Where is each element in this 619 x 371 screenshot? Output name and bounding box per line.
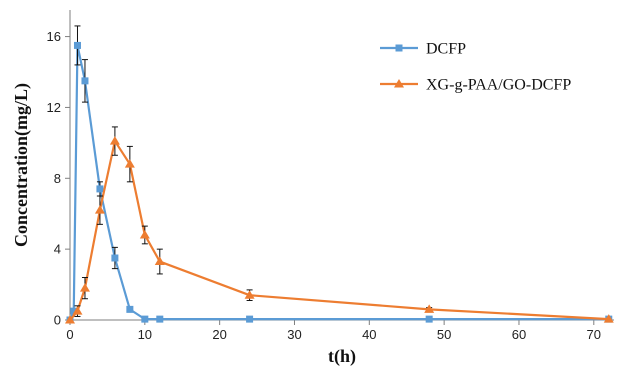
data-point	[94, 205, 105, 214]
data-point	[156, 315, 164, 323]
data-point	[111, 254, 119, 262]
data-point	[141, 315, 149, 323]
y-tick-label: 12	[47, 100, 61, 115]
y-tick-label: 0	[54, 313, 61, 328]
data-point	[70, 307, 78, 315]
data-point	[73, 41, 81, 49]
legend-item: DCFP	[380, 41, 466, 58]
data-point	[81, 77, 89, 85]
x-tick-label: 20	[212, 327, 226, 342]
data-point	[425, 315, 433, 323]
data-point	[154, 256, 165, 266]
x-tick-label: 50	[437, 327, 451, 342]
data-point	[244, 290, 255, 299]
legend-label: DCFP	[426, 41, 466, 58]
legend-marker	[394, 79, 404, 88]
data-point	[139, 229, 150, 239]
data-point	[246, 315, 254, 323]
data-point	[96, 185, 104, 193]
y-tick-label: 8	[54, 171, 61, 186]
series-line	[68, 44, 609, 321]
data-point	[72, 306, 83, 315]
x-tick-label: 30	[287, 327, 301, 342]
data-point	[126, 305, 134, 313]
legend-item: XG-g-PAA/GO-DCFP	[380, 77, 571, 94]
x-axis-title: t(h)	[328, 346, 356, 367]
legend: DCFP XG-g-PAA/GO-DCFP	[380, 41, 571, 94]
y-tick-label: 16	[47, 29, 61, 44]
x-tick-label: 60	[512, 327, 526, 342]
series-xg-g-paa-go-dcfp	[65, 126, 614, 324]
x-tick-label: 0	[66, 327, 73, 342]
legend-marker	[395, 44, 403, 52]
data-point	[109, 136, 120, 145]
y-tick-label: 4	[54, 242, 61, 257]
x-tick-label: 10	[138, 327, 152, 342]
data-point	[124, 159, 135, 168]
series-layer	[65, 25, 614, 324]
data-point	[424, 304, 435, 313]
data-point	[79, 283, 90, 292]
data-point	[603, 314, 614, 323]
x-tick-label: 70	[587, 327, 601, 342]
y-axis-title: Concentration(mg/L)	[11, 83, 32, 247]
legend-label: XG-g-PAA/GO-DCFP	[426, 77, 571, 94]
data-point	[65, 315, 75, 324]
x-tick-label: 40	[362, 327, 376, 342]
